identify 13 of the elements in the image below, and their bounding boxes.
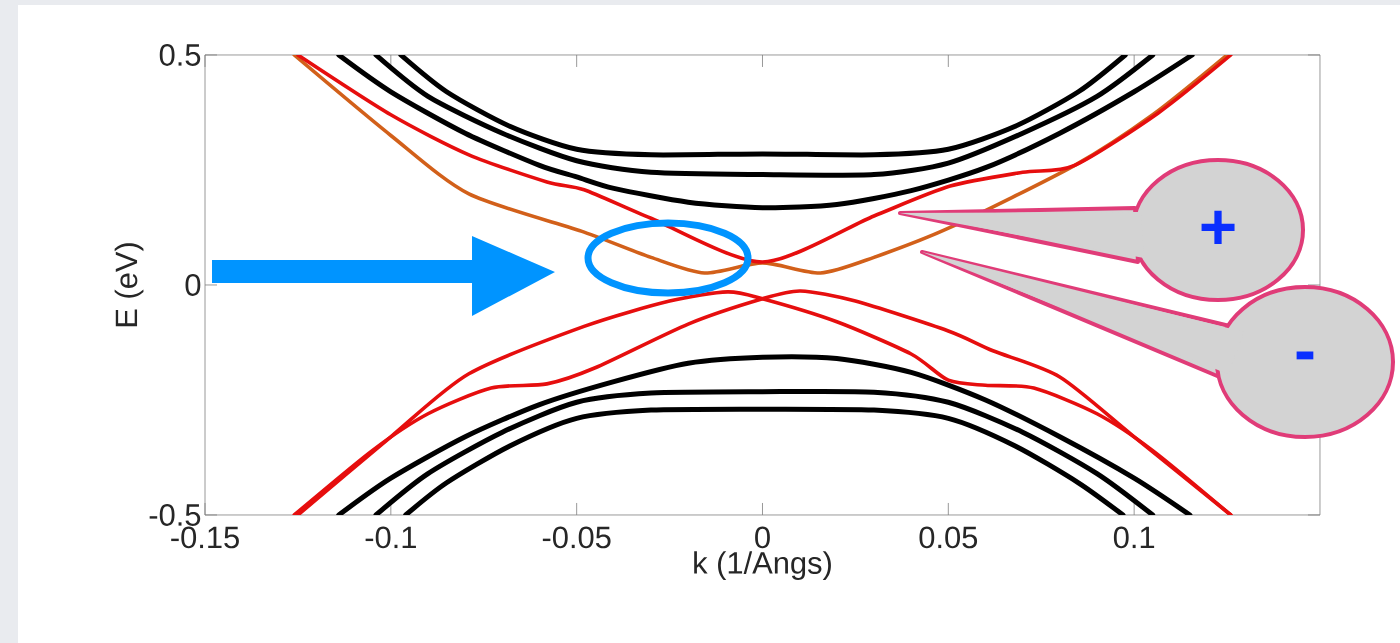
y-tick-label: -0.5 <box>149 504 201 526</box>
x-tick-label: 0.05 <box>919 526 978 549</box>
x-tick-label: -0.05 <box>542 526 611 549</box>
x-axis-title: k (1/Angs) <box>694 551 831 580</box>
x-tick-label: -0.1 <box>365 526 416 549</box>
y-tick-label: 0 <box>185 274 201 296</box>
x-tick-label: 0 <box>755 526 770 549</box>
annotation: - <box>1296 351 1314 360</box>
y-tick-label: 0.5 <box>159 44 201 66</box>
y-axis-title: E (eV) <box>114 243 144 327</box>
annotation: + <box>1201 210 1235 245</box>
x-tick-label: 0.1 <box>1113 526 1155 549</box>
x-tick-label: -0.15 <box>171 526 239 549</box>
